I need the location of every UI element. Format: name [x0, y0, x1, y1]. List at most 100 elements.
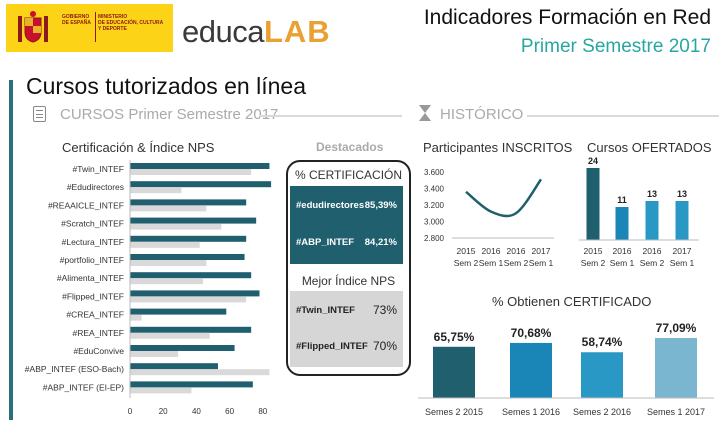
ministry-line: DE EDUCACIÓN, CULTURA	[98, 20, 164, 26]
cert-box: #edudirectores 85,39% #ABP_INTEF 84,21%	[290, 186, 403, 264]
nps-box: #Twin_INTEF 73% #Flipped_INTEF 70%	[290, 291, 403, 367]
category-label: #REAAICLE_INTEF	[48, 200, 124, 210]
gov-line: DE ESPAÑA	[62, 20, 91, 26]
brand-prefix: educa	[182, 14, 264, 49]
x-tick-label: 40	[192, 407, 201, 416]
cert-bar	[130, 163, 270, 169]
nps-item-value: 73%	[372, 303, 397, 317]
x-tick-label: Sem 2	[504, 258, 529, 268]
cert-bar	[130, 217, 257, 224]
historico-heading: HISTÓRICO	[440, 106, 524, 123]
section-accent-bar	[9, 80, 13, 420]
x-tick-label: 2016	[507, 246, 526, 256]
x-tick-label: 100	[289, 407, 290, 416]
cert-box-title: % CERTIFICACIÓN	[294, 168, 403, 182]
nps-bar	[130, 223, 222, 230]
nps-bar	[130, 187, 182, 194]
cert-bar	[130, 199, 247, 206]
x-tick-label: Sem 2	[454, 258, 479, 268]
ofertados-bar	[645, 201, 659, 240]
y-tick-label: 3.600	[424, 168, 445, 177]
cert-nps-title: Certificación & Índice NPS	[62, 140, 215, 155]
cert-item-value: 84,21%	[364, 237, 397, 248]
ofertados-bar	[586, 168, 600, 240]
cert-item: #ABP_INTEF 84,21%	[290, 237, 403, 248]
x-tick-label: Semes 2 2015	[425, 407, 483, 417]
bar-value-label: 11	[617, 195, 627, 205]
x-tick-label: Sem 1	[479, 258, 504, 268]
nps-bar	[130, 296, 247, 303]
ofertados-chart: 24 11 13 13 2015 Sem 2 2016 Sem 1 2016 Sem 2 2017 S…	[579, 156, 699, 268]
certificado-bar	[433, 346, 475, 398]
category-label: #EduConvive	[73, 346, 124, 356]
bar-value-label: 77,09%	[656, 321, 697, 335]
ministry-line: Y DEPORTE	[98, 26, 127, 32]
cert-bar	[130, 326, 252, 333]
cert-item-name: #edudirectores	[296, 200, 365, 211]
y-tick-label: 3.200	[424, 201, 445, 210]
certificado-bar	[510, 342, 552, 398]
ofertados-title: Cursos OFERTADOS	[587, 140, 712, 155]
cert-bar	[130, 345, 235, 351]
x-tick-label: 80	[258, 407, 267, 416]
bar-value-label: 70,68%	[511, 326, 552, 340]
nps-bar	[130, 205, 207, 212]
hourglass-icon	[419, 105, 431, 121]
cursos-heading: CURSOS Primer Semestre 2017	[60, 106, 279, 123]
category-label: #portfolio_INTEF	[60, 255, 124, 265]
coat-of-arms-icon	[18, 11, 48, 43]
y-tick-label: 3.000	[424, 218, 445, 227]
nps-bar	[130, 387, 192, 394]
category-label: #Edudirectores	[67, 182, 124, 192]
certificado-bar	[581, 352, 623, 398]
x-tick-label: Sem 1	[529, 258, 554, 268]
nps-bar	[130, 260, 207, 266]
nps-box-title: Mejor Índice NPS	[301, 274, 396, 288]
logo-divider	[95, 12, 96, 42]
gov-label: GOBIERNO DE ESPAÑA	[62, 14, 91, 26]
x-tick-label: Semes 2 2016	[573, 407, 631, 417]
cert-item: #edudirectores 85,39%	[290, 200, 403, 211]
nps-item: #Twin_INTEF 73%	[290, 303, 403, 317]
x-tick-label: Semes 1 2017	[647, 407, 705, 417]
x-tick-label: 2016	[613, 246, 632, 256]
x-tick-label: 2015	[457, 246, 476, 256]
educalab-logo: educaLAB	[182, 14, 331, 50]
ofertados-bar	[615, 207, 629, 240]
cert-bar	[130, 308, 227, 315]
bar-value-label: 13	[647, 189, 657, 199]
cert-bar	[130, 235, 247, 242]
x-tick-label: 0	[128, 407, 133, 416]
cert-nps-chart: #Twin_INTEF #Edudirectores #REAAICLE_INTEF…	[25, 160, 290, 416]
heading-rule	[260, 115, 402, 117]
x-tick-label: Sem 2	[640, 258, 665, 268]
x-tick-label: Sem 1	[670, 258, 695, 268]
nps-bar	[130, 278, 204, 285]
cert-bar	[130, 363, 218, 370]
x-tick-label: 60	[225, 407, 234, 416]
x-tick-label: 2017	[673, 246, 692, 256]
y-tick-label: 3.400	[424, 185, 445, 194]
ofertados-bar	[675, 201, 689, 240]
bar-value-label: 58,74%	[582, 335, 623, 349]
nps-bar	[130, 314, 142, 321]
category-label: #CREA_INTEF	[66, 310, 124, 320]
inscritos-line	[465, 178, 543, 218]
heading-rule	[527, 115, 719, 117]
nps-bar	[130, 369, 270, 376]
ministry-line: MINISTERIO	[98, 14, 128, 20]
x-tick-label: 2017	[532, 246, 551, 256]
nps-item: #Flipped_INTEF 70%	[290, 339, 403, 353]
nps-bar	[130, 351, 179, 357]
category-label: #Scratch_INTEF	[61, 219, 124, 229]
nps-item-name: #Twin_INTEF	[296, 304, 355, 316]
certificado-chart: 65,75% 70,68% 58,74% 77,09% Semes 2 2015 Seme…	[418, 321, 714, 417]
x-tick-label: Sem 1	[610, 258, 635, 268]
category-label: #Flipped_INTEF	[62, 291, 124, 301]
x-tick-label: 2015	[584, 246, 603, 256]
nps-item-value: 70%	[372, 339, 397, 353]
x-tick-label: 20	[159, 407, 168, 416]
page-subtitle: Primer Semestre 2017	[520, 36, 711, 57]
nps-bar	[130, 241, 200, 248]
